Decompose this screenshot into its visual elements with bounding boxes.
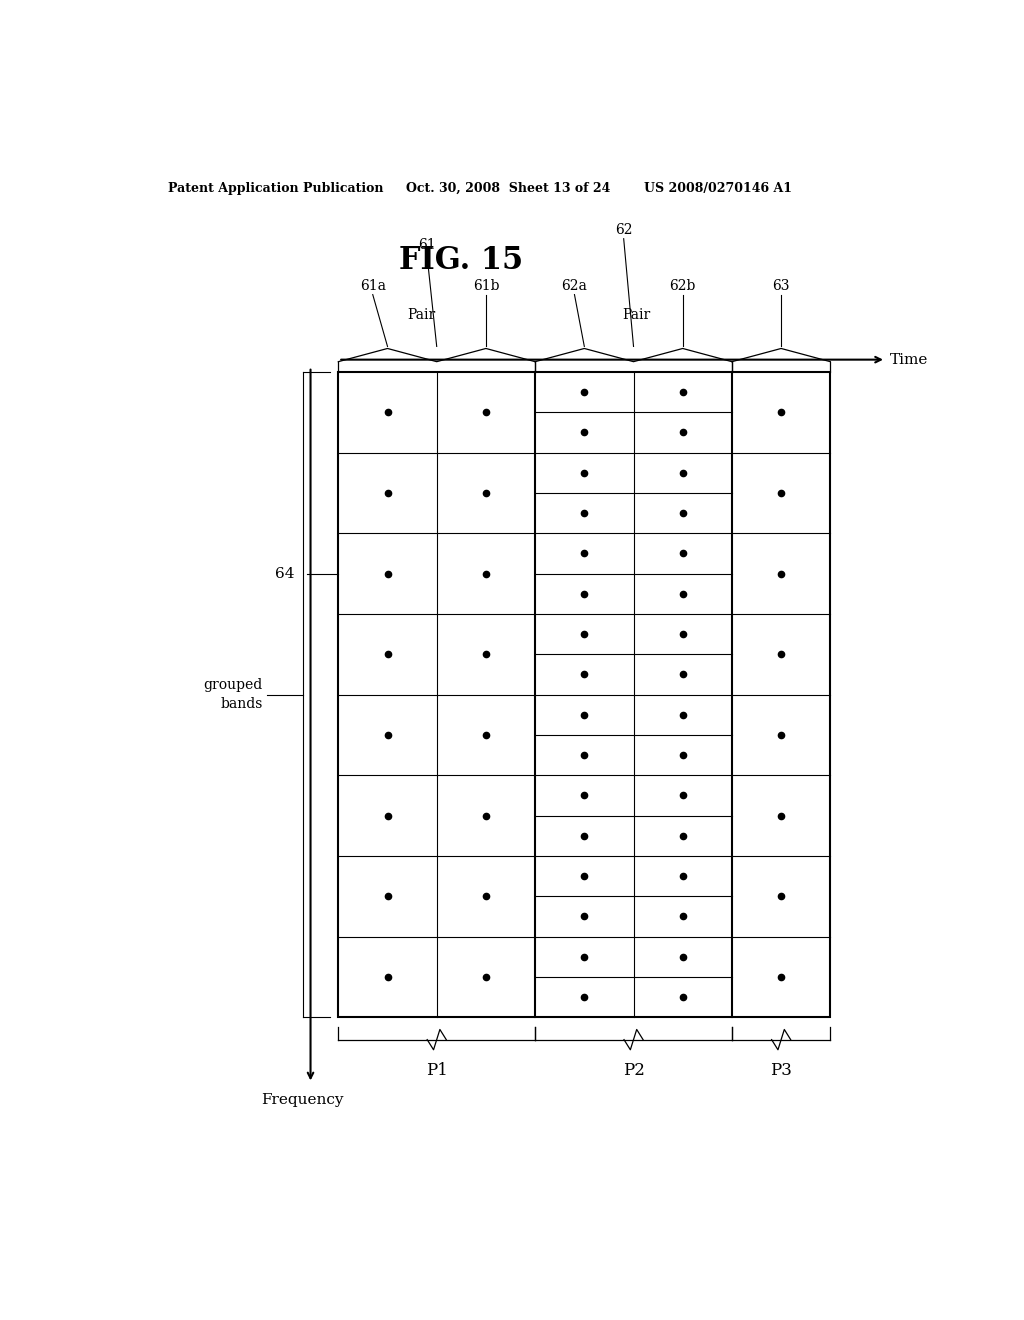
Text: 64: 64	[275, 566, 295, 581]
Text: Pair: Pair	[623, 308, 650, 322]
Text: 61a: 61a	[359, 279, 386, 293]
Text: Oct. 30, 2008  Sheet 13 of 24: Oct. 30, 2008 Sheet 13 of 24	[406, 182, 610, 195]
Text: P3: P3	[770, 1063, 793, 1078]
Text: P2: P2	[623, 1063, 644, 1078]
Text: grouped
bands: grouped bands	[204, 677, 263, 711]
Text: FIG. 15: FIG. 15	[399, 244, 523, 276]
Text: Frequency: Frequency	[261, 1093, 344, 1107]
Text: 63: 63	[772, 279, 790, 293]
Text: Patent Application Publication: Patent Application Publication	[168, 182, 383, 195]
Text: 62: 62	[615, 223, 633, 236]
Text: 62a: 62a	[561, 279, 588, 293]
Text: 61b: 61b	[473, 279, 499, 293]
Text: P1: P1	[426, 1063, 447, 1078]
Text: Pair: Pair	[408, 308, 435, 322]
Text: Time: Time	[890, 352, 928, 367]
Bar	[338, 372, 830, 1018]
Text: US 2008/0270146 A1: US 2008/0270146 A1	[644, 182, 792, 195]
Text: 62b: 62b	[670, 279, 696, 293]
Text: 61: 61	[418, 238, 435, 252]
